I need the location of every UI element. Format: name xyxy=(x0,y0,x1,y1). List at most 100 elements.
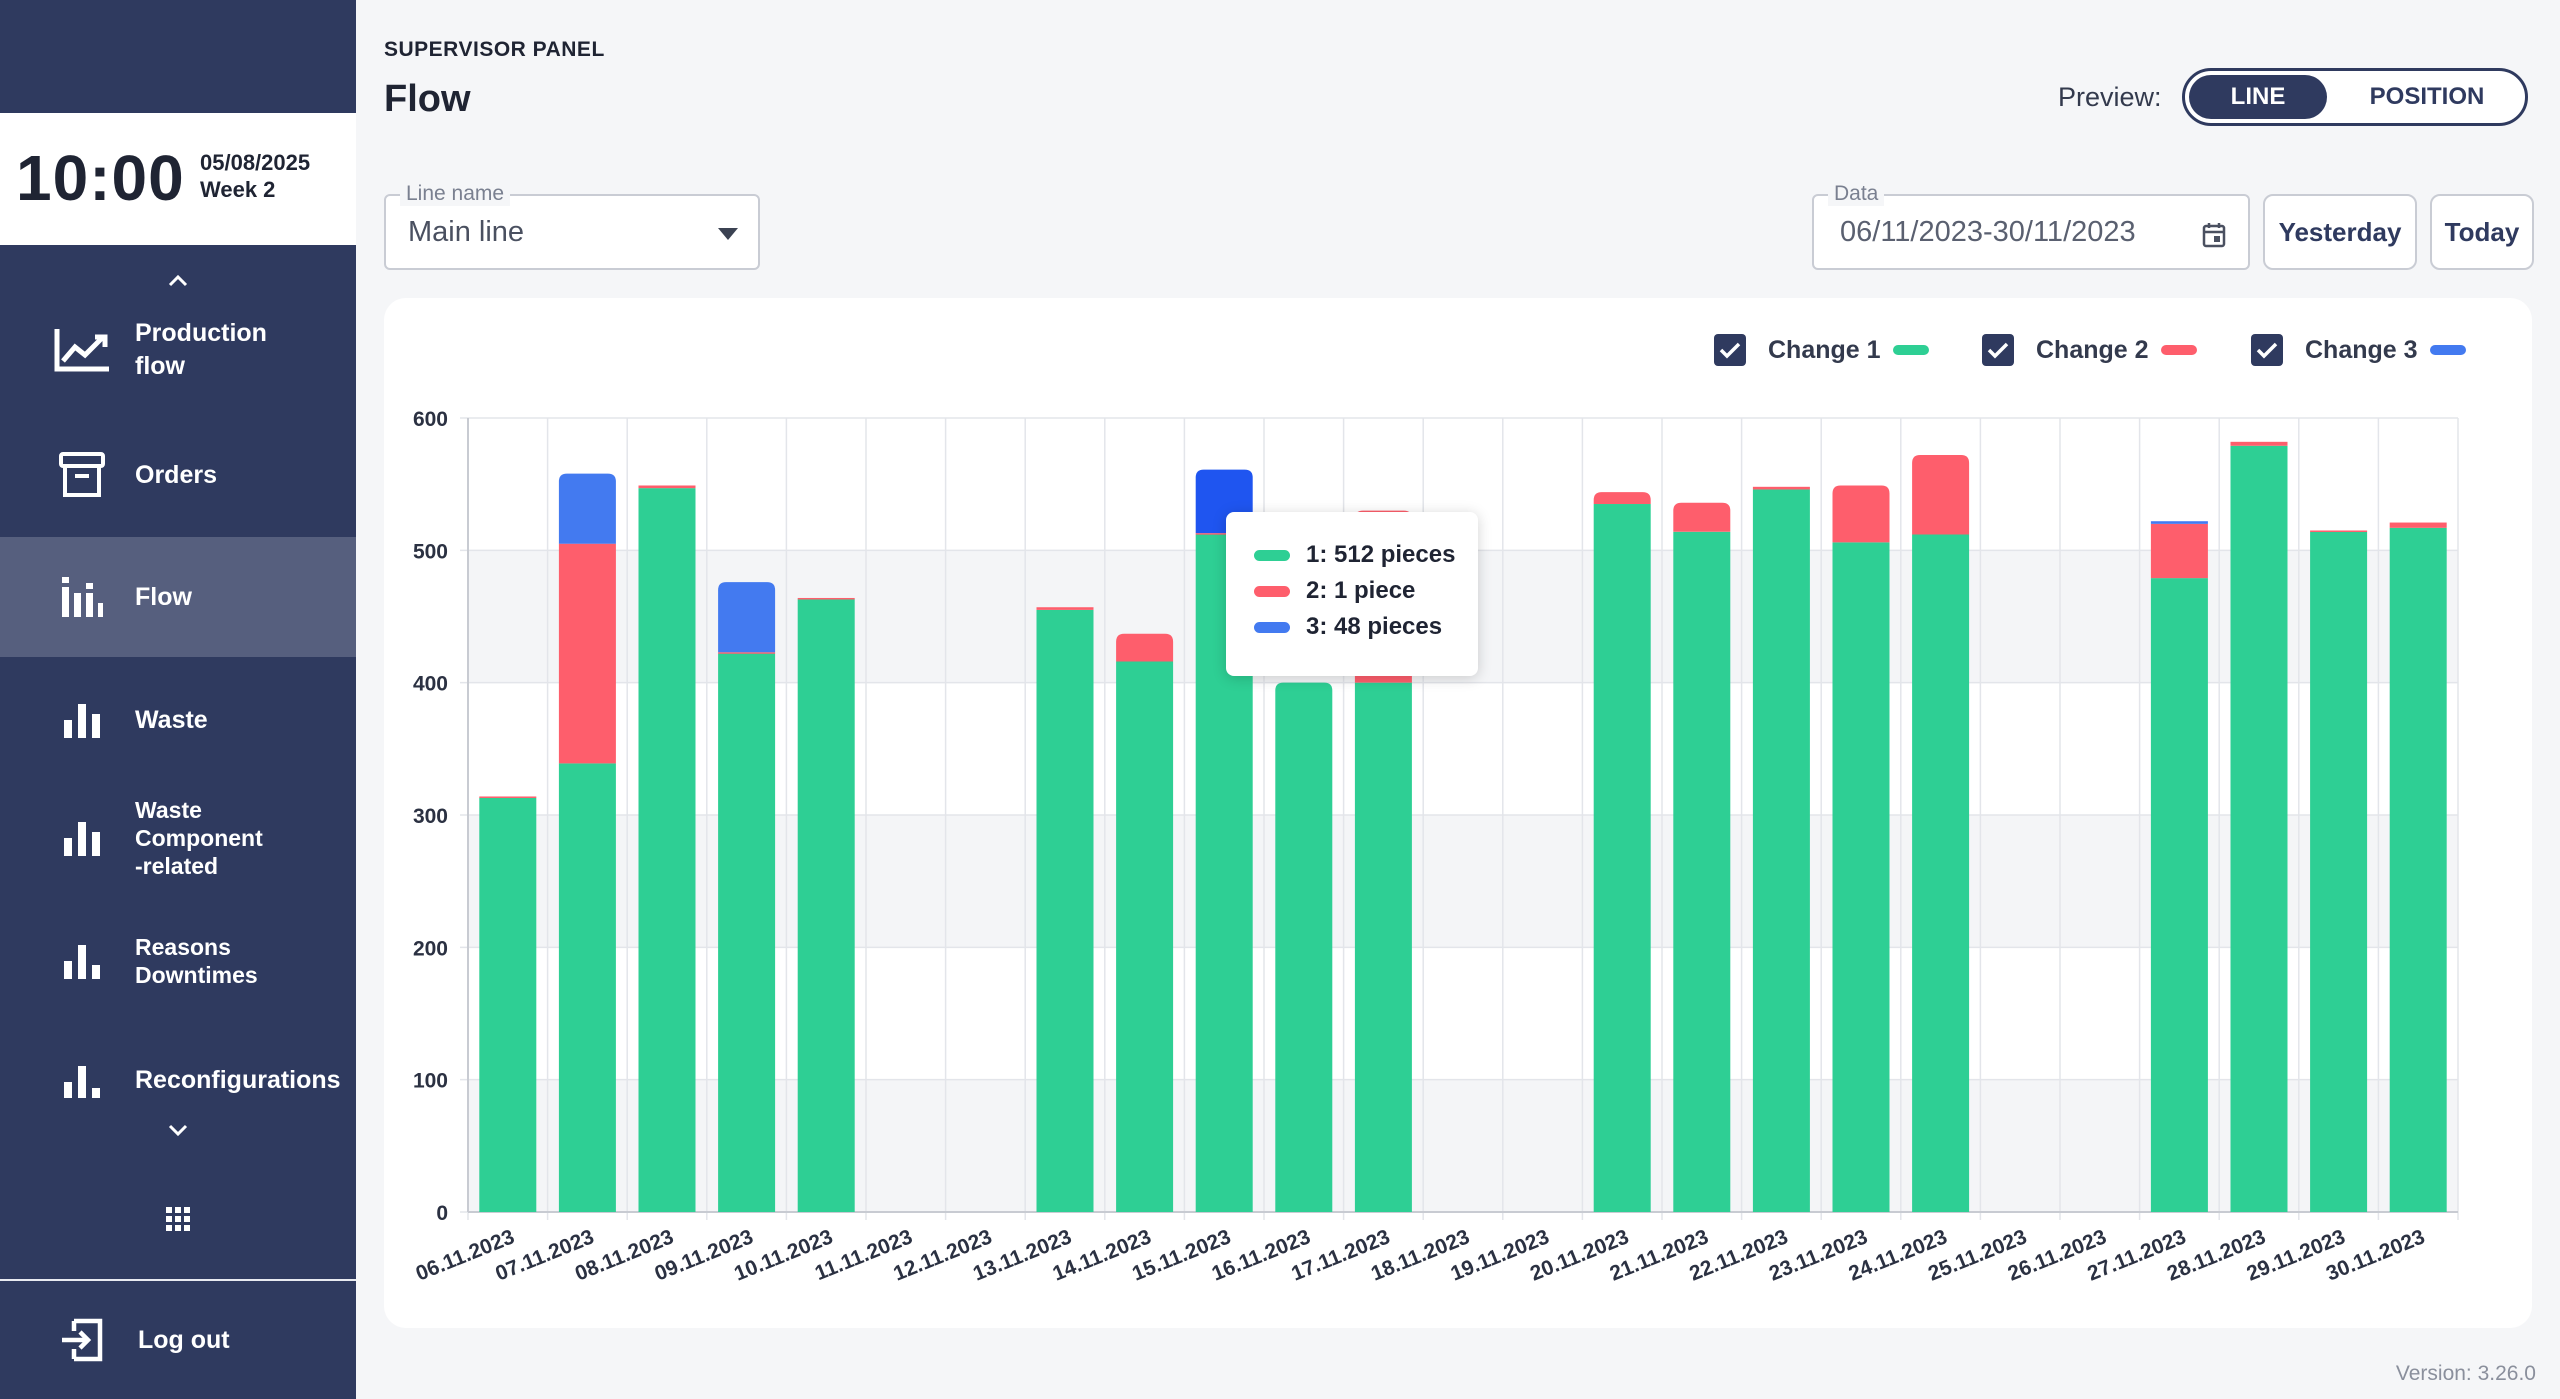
dropdown-arrow-icon xyxy=(718,228,738,240)
checkbox-checked-icon[interactable] xyxy=(1714,334,1746,366)
preview-label: Preview: xyxy=(2058,82,2162,112)
checkbox-checked-icon[interactable] xyxy=(1982,334,2014,366)
bar-chart-icon xyxy=(50,569,114,625)
bar-segment xyxy=(797,599,855,1212)
legend-change-1[interactable]: Change 1 xyxy=(1714,332,1929,368)
tooltip-row: 2: 1 piece xyxy=(1254,576,1415,606)
bar-chart-icon xyxy=(50,692,114,748)
bar-segment xyxy=(2310,531,2368,1212)
bar-segment xyxy=(2150,578,2208,1212)
sidebar-item-reasons-downtimes[interactable]: Reasons Downtimes xyxy=(0,918,356,1004)
tooltip-text: 3: 48 pieces xyxy=(1306,613,1443,640)
line-name-value: Main line xyxy=(408,216,525,248)
legend-label: Change 2 xyxy=(2036,335,2149,364)
legend-swatch xyxy=(1892,345,1929,355)
tooltip-text: 2: 1 piece xyxy=(1306,577,1416,604)
bar-segment xyxy=(2310,530,2368,532)
tooltip-row: 1: 512 pieces xyxy=(1254,540,1455,570)
sidebar-item-label: Waste xyxy=(135,705,208,734)
preview-line-option[interactable]: LINE xyxy=(2189,75,2327,119)
line-name-label: Line name xyxy=(400,182,511,206)
logout-icon xyxy=(50,1312,114,1368)
bar-segment xyxy=(2389,527,2447,1212)
bar-segment xyxy=(1752,489,1810,1213)
today-button[interactable]: Today xyxy=(2430,194,2534,270)
y-tick-label: 600 xyxy=(413,408,448,431)
sidebar-item-orders[interactable]: Orders xyxy=(0,436,356,514)
tooltip-text: 1: 512 pieces xyxy=(1306,541,1456,568)
bar-segment xyxy=(2150,523,2208,579)
clock-time: 10:00 xyxy=(16,142,185,214)
scroll-down-chevron-icon[interactable] xyxy=(160,1115,196,1145)
clock-panel: 10:00 05/08/2025 Week 2 xyxy=(0,113,356,245)
panel-label: SUPERVISOR PANEL xyxy=(384,38,605,61)
sidebar-item-label: Orders xyxy=(135,460,217,489)
archive-box-icon xyxy=(50,447,114,503)
bar-segment xyxy=(638,488,696,1212)
bar-segment xyxy=(718,582,776,653)
y-tick-label: 500 xyxy=(413,540,448,563)
clock-date: 05/08/2025 Week 2 xyxy=(200,149,310,203)
logout-button[interactable]: Log out xyxy=(0,1300,356,1380)
sidebar-item-label: Reasons Downtimes xyxy=(135,934,258,988)
bar-segment xyxy=(1116,661,1174,1212)
trend-chart-icon xyxy=(50,322,114,378)
bar-chart-icon xyxy=(50,933,114,989)
logout-label: Log out xyxy=(138,1325,230,1354)
bar-segment xyxy=(479,797,537,1212)
sidebar-item-reconfigurations[interactable]: Reconfigurations xyxy=(0,1040,356,1120)
y-tick-label: 300 xyxy=(413,805,448,828)
date-range-value: 06/11/2023-30/11/2023 xyxy=(1840,216,2136,248)
date-range-label: Data xyxy=(1828,182,1885,206)
legend-change-2[interactable]: Change 2 xyxy=(1982,332,2197,368)
line-name-select[interactable]: Line name Main line xyxy=(384,182,760,270)
checkbox-checked-icon[interactable] xyxy=(2251,334,2283,366)
y-tick-label: 100 xyxy=(413,1070,448,1093)
bar-segment xyxy=(1832,485,1890,543)
sidebar-item-waste-component[interactable]: Waste Component -related xyxy=(0,790,356,886)
legend-swatch xyxy=(2429,345,2466,355)
sidebar-item-label: Reconfigurations xyxy=(135,1065,341,1094)
sidebar: 10:00 05/08/2025 Week 2 Production flow … xyxy=(0,0,356,1399)
apps-grid-icon[interactable] xyxy=(164,1205,192,1238)
page-title: Flow xyxy=(384,78,471,120)
tooltip-swatch xyxy=(1254,585,1290,597)
sidebar-item-label: Waste Component -related xyxy=(135,797,263,879)
chart-tooltip: 1: 512 pieces 2: 1 piece 3: 48 pieces xyxy=(1226,512,1478,676)
bar-segment xyxy=(2230,441,2288,446)
scroll-up-chevron-icon[interactable] xyxy=(160,266,196,296)
sidebar-item-flow[interactable]: Flow xyxy=(0,537,356,657)
sidebar-item-waste[interactable]: Waste xyxy=(0,680,356,760)
legend-change-3[interactable]: Change 3 xyxy=(2251,332,2466,368)
preview-position-option[interactable]: POSITION xyxy=(2369,83,2485,110)
bar-segment xyxy=(1832,542,1890,1212)
legend-label: Change 3 xyxy=(2305,335,2418,364)
bar-segment xyxy=(718,652,776,654)
bar-segment xyxy=(1036,607,1094,610)
date-range-field[interactable]: Data 06/11/2023-30/11/2023 xyxy=(1812,182,2250,270)
bar-segment xyxy=(718,653,776,1212)
bar-segment xyxy=(1912,455,1970,535)
bar-segment xyxy=(2230,445,2288,1212)
bar-segment xyxy=(638,485,696,489)
sidebar-divider xyxy=(0,1279,356,1281)
bar-segment xyxy=(1593,492,1651,505)
yesterday-button[interactable]: Yesterday xyxy=(2263,194,2417,270)
bar-segment xyxy=(2150,521,2208,524)
calendar-icon[interactable] xyxy=(2202,222,2226,253)
bar-segment xyxy=(1912,534,1970,1212)
sidebar-item-label: Production flow xyxy=(135,319,267,380)
legend-swatch xyxy=(2160,345,2197,355)
tooltip-row: 3: 48 pieces xyxy=(1254,612,1442,642)
bar-segment xyxy=(1195,533,1253,535)
bar-segment xyxy=(479,796,537,798)
preview-toggle: LINE POSITION xyxy=(2182,68,2528,126)
legend-label: Change 1 xyxy=(1768,335,1881,364)
y-tick-label: 0 xyxy=(436,1202,448,1225)
date-text: 05/08/2025 xyxy=(200,150,311,175)
tooltip-swatch xyxy=(1254,621,1290,633)
sidebar-item-production-flow[interactable]: Production flow xyxy=(0,305,356,395)
bar-segment xyxy=(1593,504,1651,1212)
bar-chart-icon xyxy=(50,1052,114,1108)
y-tick-label: 400 xyxy=(413,673,448,696)
